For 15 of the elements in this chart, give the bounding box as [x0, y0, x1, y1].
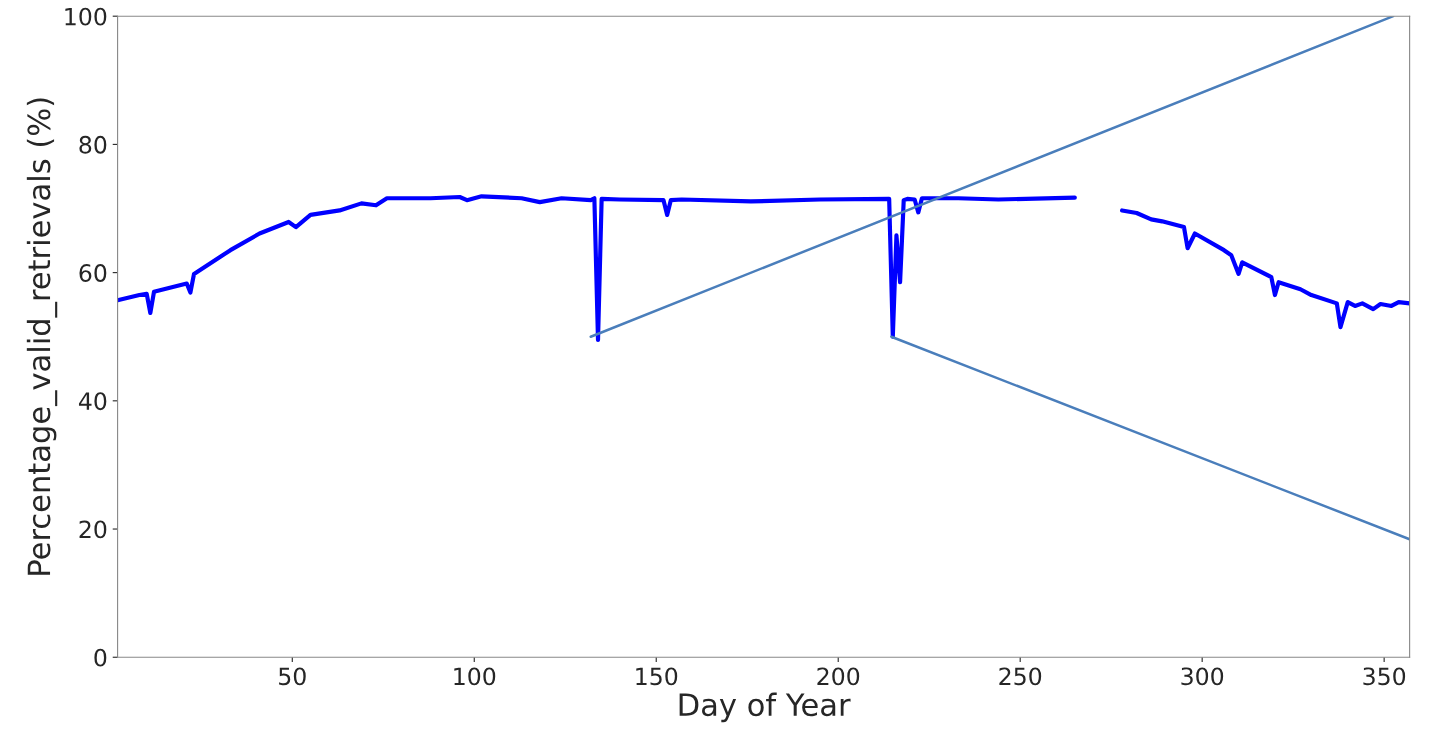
- y-tick-label: 40: [78, 392, 107, 411]
- y-axis-title: Percentage_valid_retrievals (%): [26, 98, 58, 575]
- y-tick-label: 80: [79, 135, 107, 154]
- x-axis-title: Day of Year: [679, 692, 851, 723]
- x-tick-label: 50: [279, 667, 306, 686]
- y-tick-label: 100: [65, 7, 107, 26]
- y-tick-label: 60: [79, 264, 107, 282]
- x-tick-label: 350: [1363, 667, 1406, 686]
- x-tick-label: 100: [454, 667, 496, 686]
- x-tick-label: 300: [1181, 667, 1224, 686]
- x-tick-label: 150: [636, 667, 678, 686]
- x-tick-label: 200: [817, 667, 860, 686]
- x-tick-label: 250: [999, 667, 1042, 686]
- y-tick-label: 20: [79, 520, 107, 539]
- y-tick-label: 0: [94, 648, 107, 667]
